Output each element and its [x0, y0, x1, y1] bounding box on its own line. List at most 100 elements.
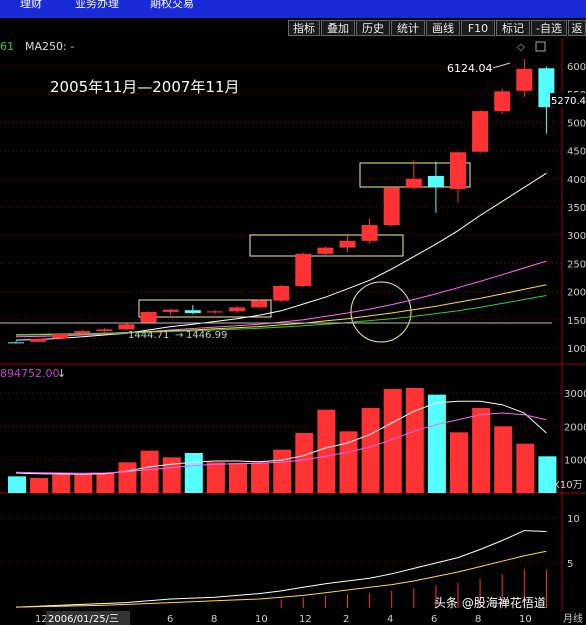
last-price-label: 5270.4 [551, 96, 586, 107]
ma250-label: MA250: - [25, 40, 75, 53]
volume-bar [494, 426, 513, 493]
indicator-line-white [15, 530, 547, 608]
candle-body [52, 333, 69, 339]
consolidation-box-1 [138, 299, 272, 318]
low-price-label-1: 1444.71 [128, 330, 169, 341]
candle-body [162, 309, 179, 312]
volume-tick-label: 2000 [564, 422, 586, 433]
volume-bar [538, 456, 557, 493]
candle-body [96, 329, 113, 332]
candle-body [273, 285, 290, 301]
candle-body [206, 311, 223, 313]
month-tick-label: 10 [255, 614, 268, 625]
volume-bar [118, 462, 137, 493]
volume-bar [339, 431, 358, 493]
toolbar-mark-button[interactable]: 标记 [496, 20, 530, 36]
high-price-label: 6124.04 [447, 62, 493, 75]
consolidation-box-2 [249, 234, 404, 257]
volume-bar [295, 433, 314, 493]
candle-body [516, 68, 533, 91]
candle-body [184, 310, 201, 314]
candle-body [118, 324, 135, 330]
price-tick-label: 450 [567, 147, 586, 158]
ma-prefix: 61 [0, 40, 14, 53]
month-tick-label: 6 [167, 614, 173, 625]
indicator-tick-label: 10 [567, 514, 580, 525]
volume-bar [140, 450, 159, 493]
crossover-circle [350, 281, 412, 343]
stock-chart: 2005年11月—2007年11月 6005505004504003503002… [0, 38, 586, 625]
volume-bar [52, 474, 71, 493]
toolbar-stats-button[interactable]: 统计 [391, 20, 425, 36]
toolbar-back-button[interactable]: 返 [568, 20, 586, 36]
ma-line-white [15, 172, 547, 341]
volume-bar [405, 388, 424, 493]
candle-body [450, 152, 466, 189]
period-title: 2005年11月—2007年11月 [50, 78, 240, 96]
volume-bar [427, 394, 446, 493]
volume-bar [251, 462, 270, 493]
low-arrow: → [175, 330, 183, 341]
menu-item-business[interactable]: 业务办理 [75, 0, 119, 10]
volume-bar [184, 453, 203, 493]
candle-body [383, 187, 400, 226]
price-tick-label: 250 [567, 259, 586, 270]
month-tick-label: 2 [343, 614, 349, 625]
volume-ma-magenta [15, 412, 547, 474]
time-axis-bg [0, 611, 586, 625]
month-tick-label: 8 [475, 614, 481, 625]
candle-body [361, 225, 378, 241]
candle-body [472, 111, 489, 152]
volume-bar [8, 476, 26, 493]
candle-body [229, 307, 245, 312]
candle-body [339, 240, 356, 248]
high-price-pointer [492, 62, 511, 69]
price-tick-label: 350 [567, 203, 586, 214]
chart-toolbar: 61 MA250: - 指标 叠加 历史 统计 画线 F10 标记 -自选 返 [0, 18, 586, 53]
price-tick-label: 500 [567, 118, 586, 129]
candle-body [295, 253, 312, 286]
watermark: 头条 @股海禅花悟道 [434, 596, 546, 610]
ma-line-magenta [15, 260, 547, 338]
volume-bar [472, 408, 491, 493]
toolbar-watchlist-button[interactable]: -自选 [531, 20, 567, 36]
candle-body [427, 175, 444, 188]
indicator-line-yellow [15, 550, 547, 608]
window-icon[interactable] [535, 41, 546, 52]
volume-bar [229, 463, 247, 493]
low-price-label-2: 1446.99 [186, 330, 227, 341]
candle-body [74, 331, 91, 334]
down-arrow-icon: ↓ [57, 367, 66, 380]
volume-bar [273, 449, 292, 493]
toolbar-f10-button[interactable]: F10 [461, 20, 495, 36]
volume-bar [361, 408, 380, 493]
last-price-box [550, 93, 586, 107]
volume-header: 894752.00 [0, 367, 60, 380]
ma-line-green [15, 295, 547, 335]
volume-bar [30, 478, 49, 493]
toolbar-draw-button[interactable]: 画线 [426, 20, 460, 36]
toolbar-history-button[interactable]: 历史 [356, 20, 390, 36]
month-tick-label: 6 [431, 614, 437, 625]
volume-bar [450, 432, 468, 493]
menu-item-options[interactable]: 期权交易 [150, 0, 194, 10]
price-tick-label: 200 [567, 288, 586, 299]
diamond-icon[interactable]: ◇ [517, 42, 525, 53]
volume-bar [516, 443, 535, 493]
volume-tick-label: 3000 [564, 389, 586, 400]
volume-tick-label: 1000 [564, 456, 586, 467]
price-tick-label: 100 [567, 344, 586, 355]
toolbar-indicator-button[interactable]: 指标 [288, 20, 320, 36]
toolbar-overlay-button[interactable]: 叠加 [321, 20, 355, 36]
volume-bar [162, 457, 181, 493]
candle-body [30, 338, 47, 342]
volume-bar [317, 409, 336, 493]
top-menu-bar: 理财 业务办理 期权交易 [0, 0, 586, 18]
volume-bar [206, 462, 225, 493]
month-unit-label: 月线 [563, 612, 583, 625]
menu-item-finance[interactable]: 理财 [20, 0, 42, 10]
indicator-tick-label: 5 [567, 559, 573, 570]
price-tick-label: 400 [567, 175, 586, 186]
candle-body [140, 311, 157, 324]
date-box [46, 611, 130, 625]
